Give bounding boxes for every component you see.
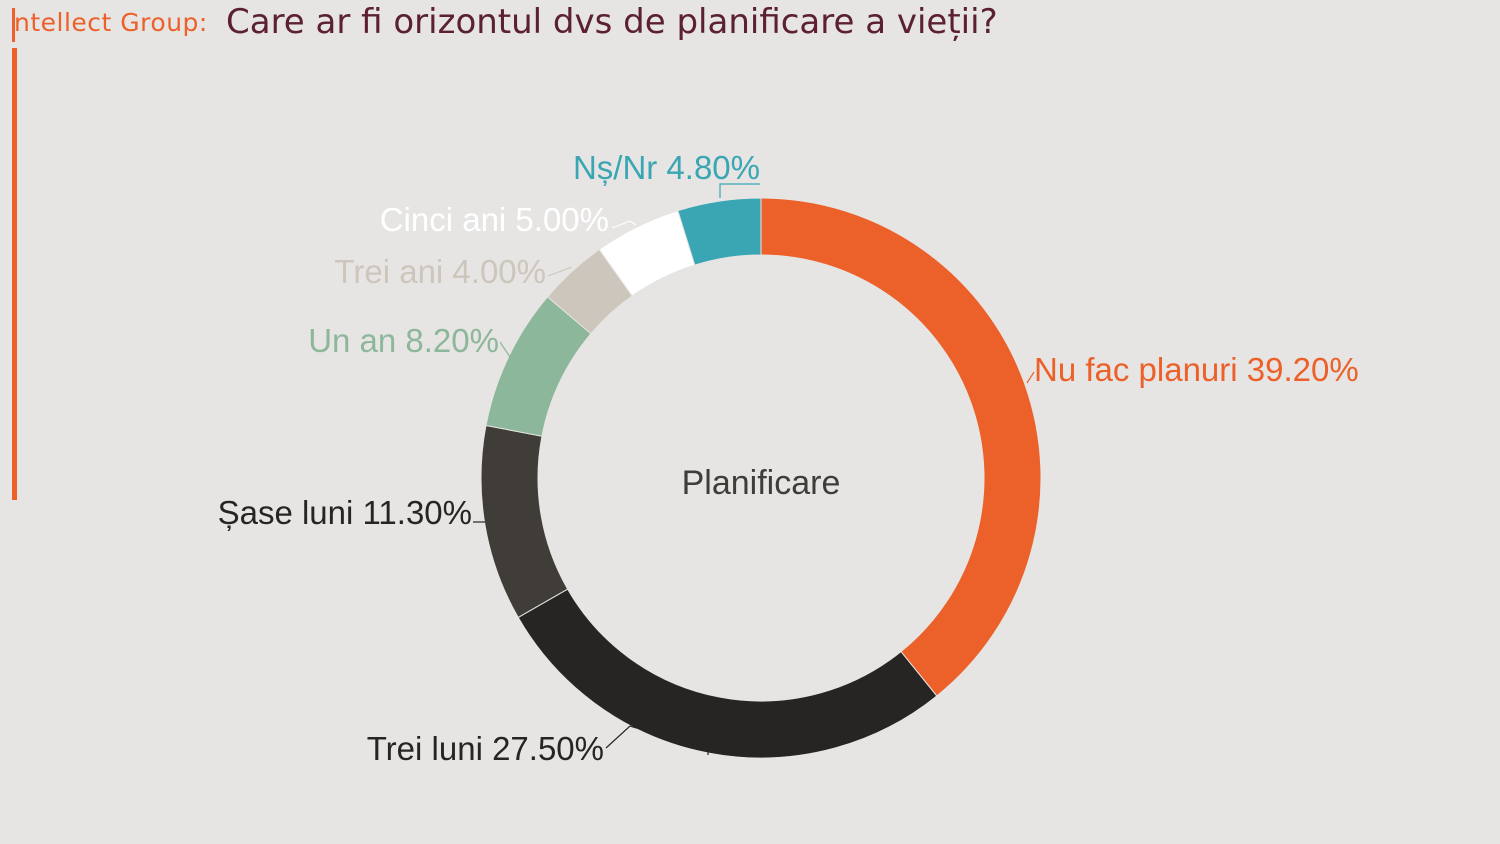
donut-slice <box>760 197 1042 697</box>
leader-line <box>605 725 709 755</box>
chart-leader-lines <box>473 183 1035 755</box>
slice-label: Șase luni 11.30% <box>218 494 472 531</box>
slice-label: Cinci ani 5.00% <box>380 201 609 238</box>
accent-bar <box>12 48 17 500</box>
leader-line <box>611 220 637 229</box>
leader-line <box>1026 371 1035 384</box>
chart-labels: Nu fac planuri 39.20% Trei luni 27.50% Șas… <box>218 149 1359 767</box>
brand-tick <box>12 8 15 42</box>
leader-line <box>499 341 511 358</box>
slice-label: Un an 8.20% <box>308 322 499 359</box>
brand-label: ntellect Group: <box>14 8 208 37</box>
donut-slice <box>677 197 762 266</box>
slice-label: Trei ani 4.00% <box>334 253 546 290</box>
leader-line <box>719 183 760 198</box>
chart-slices <box>480 197 1042 759</box>
slice-label: Trei luni 27.50% <box>367 730 604 767</box>
slice-label: Nu fac planuri 39.20% <box>1034 351 1359 388</box>
slice-label: Nș/Nr 4.80% <box>573 149 760 186</box>
leader-line <box>547 266 573 277</box>
page-title: Care ar fi orizontul dvs de planificare … <box>226 2 998 42</box>
donut-slice <box>480 424 569 619</box>
chart-center-label: Planificare <box>682 464 841 502</box>
